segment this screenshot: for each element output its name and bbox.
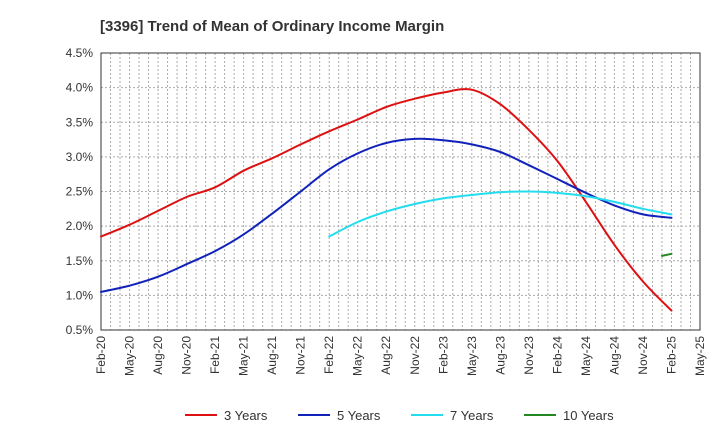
y-tick-label: 4.0% [66,81,94,95]
legend-label: 7 Years [450,408,494,423]
y-tick-label: 3.0% [66,150,94,164]
legend-label: 5 Years [337,408,381,423]
x-tick-label: May-20 [123,336,137,376]
x-tick-label: Feb-21 [208,336,222,374]
x-tick-label: Feb-25 [664,336,678,374]
y-tick-label: 2.0% [66,219,94,233]
x-axis: Feb-20 May-20 Aug-20 Nov-20 Feb-21 May-21 Aug-… [94,336,707,376]
x-tick-label: Feb-22 [322,336,336,374]
y-tick-label: 1.5% [66,254,94,268]
x-tick-label: Aug-21 [265,336,279,375]
plot-border [100,52,701,331]
legend-label: 3 Years [224,408,268,423]
x-tick-label: Aug-20 [151,336,165,375]
x-tick-label: May-24 [579,336,593,376]
series-lines [100,88,673,312]
x-tick-label: Feb-23 [436,336,450,374]
x-tick-label: Aug-22 [379,336,393,375]
x-tick-label: Nov-24 [636,336,650,375]
x-tick-label: Aug-24 [607,336,621,375]
x-tick-label: Nov-23 [522,336,536,375]
y-tick-label: 4.5% [66,46,94,60]
legend-label: 10 Years [563,408,614,423]
x-tick-label: Nov-22 [408,336,422,375]
x-tick-label: May-22 [351,336,365,376]
legend: 3 Years 5 Years 7 Years 10 Years [185,408,614,423]
x-tick-label: Aug-23 [493,336,507,375]
x-tick-label: Nov-21 [294,336,308,375]
x-tick-label: May-21 [237,336,251,376]
x-tick-label: May-23 [465,336,479,376]
y-tick-label: 1.0% [66,288,94,302]
y-tick-label: 2.5% [66,185,94,199]
x-tick-label: Nov-20 [180,336,194,375]
series-line-10-years [661,252,673,257]
y-tick-label: 3.5% [66,115,94,129]
x-tick-label: May-25 [693,336,707,376]
chart-title: [3396] Trend of Mean of Ordinary Income … [100,18,444,35]
series-line-7-years [328,190,673,238]
x-tick-label: Feb-20 [94,336,108,374]
plot-area [100,52,701,331]
y-tick-label: 0.5% [66,323,94,337]
y-axis: 0.5% 1.0% 1.5% 2.0% 2.5% 3.0% 3.5% 4.0% 4.5% [66,46,94,337]
x-tick-label: Feb-24 [550,336,564,374]
series-line-5-years [100,137,673,293]
